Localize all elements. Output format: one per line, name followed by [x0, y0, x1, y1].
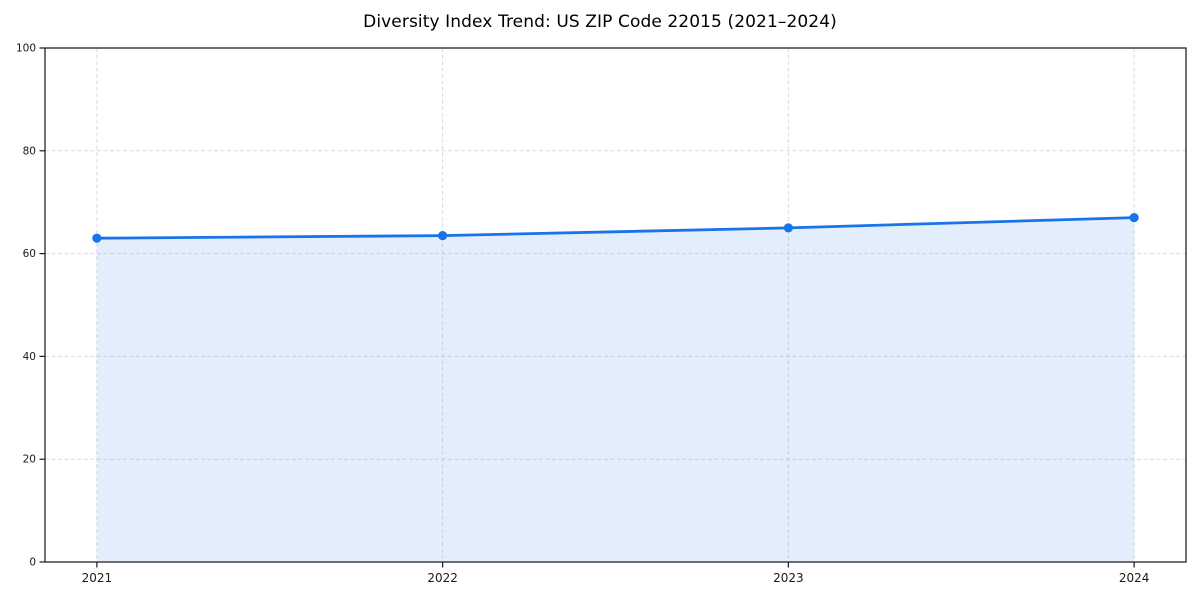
data-point-marker: [92, 233, 102, 243]
x-tick-label: 2021: [82, 571, 113, 585]
data-point-marker: [1129, 213, 1139, 223]
x-tick-label: 2023: [773, 571, 804, 585]
y-tick-label: 80: [23, 145, 36, 157]
trend-line: [95, 216, 1136, 240]
chart-title: Diversity Index Trend: US ZIP Code 22015…: [363, 12, 837, 32]
area-fill: [96, 217, 1135, 562]
y-tick-label: 0: [29, 556, 36, 568]
y-tick-label: 40: [23, 351, 36, 363]
x-tick-label: 2024: [1119, 571, 1150, 585]
data-point-marker: [438, 231, 448, 241]
axes-spine: [44, 47, 1187, 563]
x-tick-label: 2022: [427, 571, 458, 585]
y-tick-label: 60: [23, 248, 36, 260]
data-point-marker: [783, 223, 793, 233]
y-tick-label: 20: [23, 454, 36, 466]
y-tick-label: 100: [16, 42, 36, 54]
